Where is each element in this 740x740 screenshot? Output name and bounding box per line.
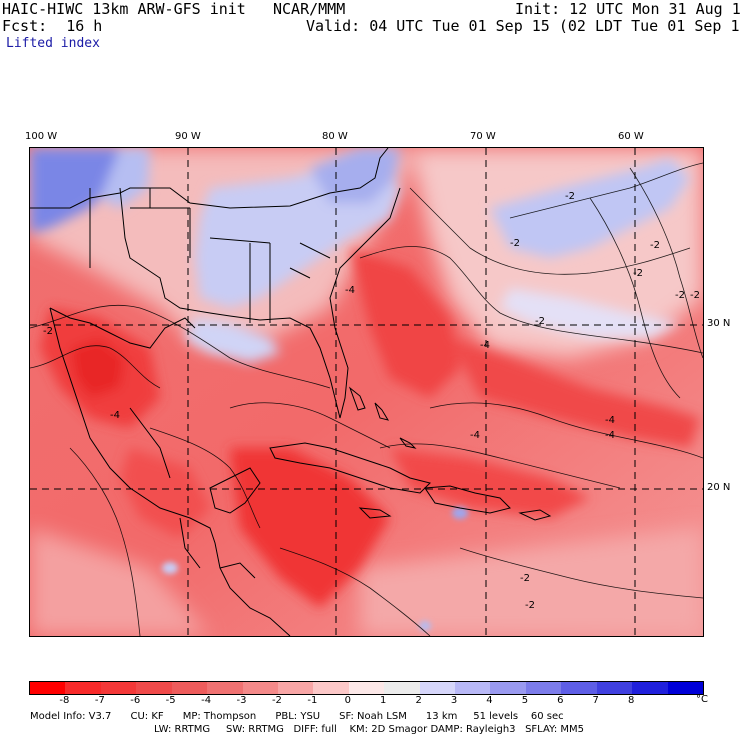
colorbar-tick-label: 5 [521,695,529,706]
colorbar-segment [313,682,349,694]
colorbar-tick-label: 0 [344,695,351,706]
colorbar-segment [65,682,101,694]
colorbar-tick-label: 8 [627,695,635,706]
contour-label: -4 [480,340,490,351]
forecast-hour: Fcst: 16 h [2,17,103,35]
colorbar-segment [561,682,597,694]
grid-lines [30,148,703,636]
contour-label: -2 [650,240,660,251]
colorbar-segment [171,682,208,694]
colorbar-segment [632,682,668,694]
contour-lines [30,162,703,636]
lat-label-20n: 20 N [707,482,731,493]
colorbar-tick-label: 4 [486,695,493,706]
colorbar-segment [242,682,278,694]
colorbar-segment [455,682,491,694]
colorbar-segment [136,682,172,694]
colorbar-tick-label: -5 [165,695,176,706]
colorbar-tick-label: 3 [450,695,458,706]
colorbar [29,681,704,695]
colorbar-segment [100,682,137,694]
lon-label-100w: 100 W [25,131,58,142]
contour-label: -2 [565,191,575,202]
lon-label-80w: 80 W [322,131,348,142]
contour-value-labels: -2 -2 -2 -2 -2 -2 -2 -4 -4 -4 -4 -4 -4 -… [43,191,700,611]
colorbar-segment [490,682,526,694]
contour-label: -2 [633,268,643,279]
contour-label: -2 [535,316,545,327]
colorbar-tick-label: -2 [271,695,282,706]
contour-label: -4 [345,285,355,296]
lon-label-90w: 90 W [175,131,201,142]
colorbar-tick-label: 1 [380,695,387,706]
valid-time: Valid: 04 UTC Tue 01 Sep 15 (02 LDT Tue … [306,17,740,35]
contour-label: -4 [110,410,120,421]
colorbar-segment [277,682,314,694]
colorbar-segment [596,682,633,694]
lifted-index-map: -2 -2 -2 -2 -2 -2 -2 -4 -4 -4 -4 -4 -4 -… [29,147,704,637]
lat-label-30n: 30 N [707,318,731,329]
organization: NCAR/MMM [273,0,346,18]
coastlines-and-borders [30,148,552,636]
colorbar-tick-label: -6 [130,695,141,706]
footer-physics-info: LW: RRTMG SW: RRTMG DIFF: full KM: 2D Sm… [154,724,584,735]
init-time: Init: 12 UTC Mon 31 Aug 15 [515,0,740,18]
contour-label: -2 [43,326,53,337]
contour-label: -4 [605,415,615,426]
lon-label-70w: 70 W [470,131,496,142]
contour-label: -2 [510,238,520,249]
colorbar-tick-label: -4 [201,695,212,706]
colorbar-tick-label: 2 [415,695,422,706]
contour-label: -2 [525,600,535,611]
colorbar-tick-label: 7 [592,695,599,706]
contour-label: -2 [690,290,700,301]
contour-label: -4 [470,430,480,441]
colorbar-segment [667,682,704,694]
colorbar-segment [207,682,243,694]
contour-label: -2 [520,573,530,584]
colorbar-tick-label: -3 [236,695,247,706]
colorbar-segment [348,682,385,694]
contour-label: -2 [675,290,685,301]
colorbar-segment [30,682,66,694]
field-name: Lifted index [6,36,100,51]
colorbar-tick-label: -1 [307,695,318,706]
lon-label-60w: 60 W [618,131,644,142]
deep-red-regions [40,248,700,608]
blue-regions [30,148,690,363]
model-title: HAIC-HIWC 13km ARW-GFS init [2,0,246,18]
colorbar-segment [384,682,420,694]
colorbar-segment [525,682,562,694]
contour-label: -4 [605,430,615,441]
colorbar-segment [419,682,456,694]
colorbar-tick-label: -8 [59,695,70,706]
footer-model-info: Model Info: V3.7 CU: KF MP: Thompson PBL… [30,711,564,722]
colorbar-tick-label: 6 [557,695,564,706]
colorbar-unit: °C [696,694,708,705]
colorbar-tick-label: -7 [94,695,105,706]
